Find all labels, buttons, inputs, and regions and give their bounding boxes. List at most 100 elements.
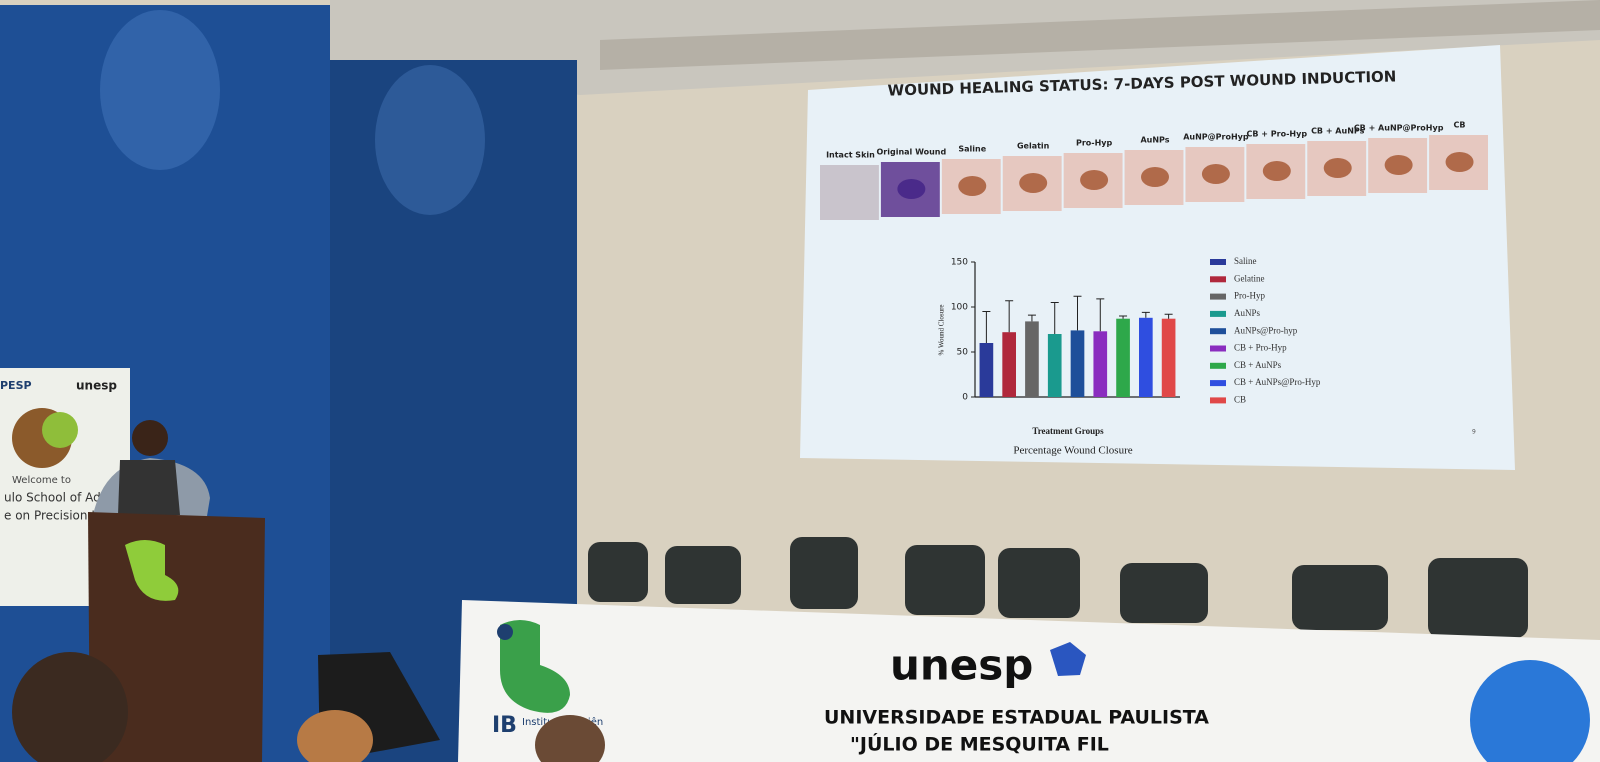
legend-label: AuNPs@Pro-hyp [1234,325,1298,335]
wound [1445,152,1474,172]
bar [1002,332,1016,397]
poster-text: unesp [76,379,117,393]
wound [897,179,926,199]
chart-title: Percentage Wound Closure [1013,445,1132,457]
legend-label: Pro-Hyp [1234,291,1265,301]
wound [1080,170,1109,190]
chair [1120,563,1208,623]
chair [1428,558,1528,638]
wound [1201,164,1230,184]
bar [1161,318,1176,397]
wound-panels: Intact Skin Original Wound Saline Gelatin Pr… [820,121,1488,220]
speaker-vest [118,460,180,515]
wound [1384,155,1413,175]
chair [790,537,858,609]
chart: 0 50 100 150 % Wound Closure Treatment Groups… [938,256,1321,456]
unesp-emblem [1050,642,1086,676]
error-bar [1027,314,1036,322]
poster-text: Welcome to [12,475,71,486]
banner-line2: "JÚLIO DE MESQUITA FIL [850,732,1109,756]
panel-label: Intact Skin [826,151,875,160]
bar [1047,334,1062,397]
light-glow [100,10,220,170]
wound [1019,173,1048,193]
legend-swatch [1210,362,1226,369]
light-glow [375,65,485,215]
x-axis-label: Treatment Groups [1032,426,1104,436]
banner-line1: UNIVERSIDADE ESTADUAL PAULISTA [824,707,1209,729]
poster-text: PESP [0,379,32,392]
poster-text: ulo School of Adva [4,491,115,505]
page-number: 9 [1472,429,1476,436]
banner-logo: unesp [890,641,1033,690]
poster-text: e on Precision He [4,509,108,523]
wound [958,176,987,196]
wound [1262,161,1291,181]
legend-swatch [1210,380,1226,387]
error-bar [1073,295,1082,331]
ceiling-beam [600,0,1600,70]
panel-label: CB + Pro-Hyp [1247,130,1308,139]
chair [1292,565,1388,630]
legend-label: Gelatine [1234,273,1265,283]
wound [1323,158,1352,178]
legend-swatch [1210,345,1226,352]
legend-swatch [1210,397,1226,404]
y-tick-label: 50 [957,348,969,358]
podium [88,512,265,762]
y-axis-label: % Wound Closure [938,304,946,355]
legend-swatch [1210,328,1226,335]
error-bar [1005,300,1014,333]
legend-label: CB [1234,394,1246,404]
legend-label: Saline [1234,256,1257,266]
audience-head [535,715,605,762]
bar [1025,321,1039,397]
chair [588,542,648,602]
panel-label: CB + AuNP@ProHyp [1354,124,1444,133]
ib-logo: IB [492,713,517,738]
panel-label: CB [1454,121,1466,130]
error-bar [1096,298,1105,332]
ib-logo-dot [497,624,513,640]
audience-head [12,652,128,762]
y-tick-label: 0 [962,393,968,403]
legend-swatch [1210,259,1226,265]
legend-swatch [1210,310,1226,317]
bar [979,343,994,397]
bar [1070,330,1085,397]
panel-label: AuNP@ProHyp [1183,133,1249,142]
panel-label: Gelatin [1017,142,1050,151]
error-bar [1141,311,1150,318]
panel-label: CB + AuNPs [1311,127,1365,136]
panel-label: AuNPs [1140,136,1169,145]
speaker-head [132,420,168,456]
audience-head [297,710,373,762]
wound-photo [820,165,879,220]
panel-label: Original Wound [876,148,946,157]
error-bar [1164,313,1173,319]
error-bar [1119,315,1128,319]
wound [1141,167,1169,187]
error-bar [982,311,991,343]
chair [905,545,985,615]
globe-logo [1470,660,1590,762]
error-bar [1050,302,1059,334]
legend-label: CB + Pro-Hyp [1234,343,1287,353]
legend-label: CB + AuNPs [1234,360,1282,370]
legend-swatch [1210,293,1226,300]
y-tick-label: 100 [951,303,968,313]
projection-screen [800,45,1515,470]
bar [1093,331,1108,397]
chair [998,548,1080,618]
y-tick-label: 150 [951,258,968,268]
legend-label: AuNPs [1234,308,1261,318]
ib-logo-shape [500,620,570,713]
panel-label: Pro-Hyp [1076,139,1113,148]
podium-logo [125,540,179,601]
panel-label: Saline [958,145,986,154]
legend-label: CB + AuNPs@Pro-Hyp [1234,377,1321,387]
legend-swatch [1210,276,1226,283]
chairs [588,537,1528,638]
